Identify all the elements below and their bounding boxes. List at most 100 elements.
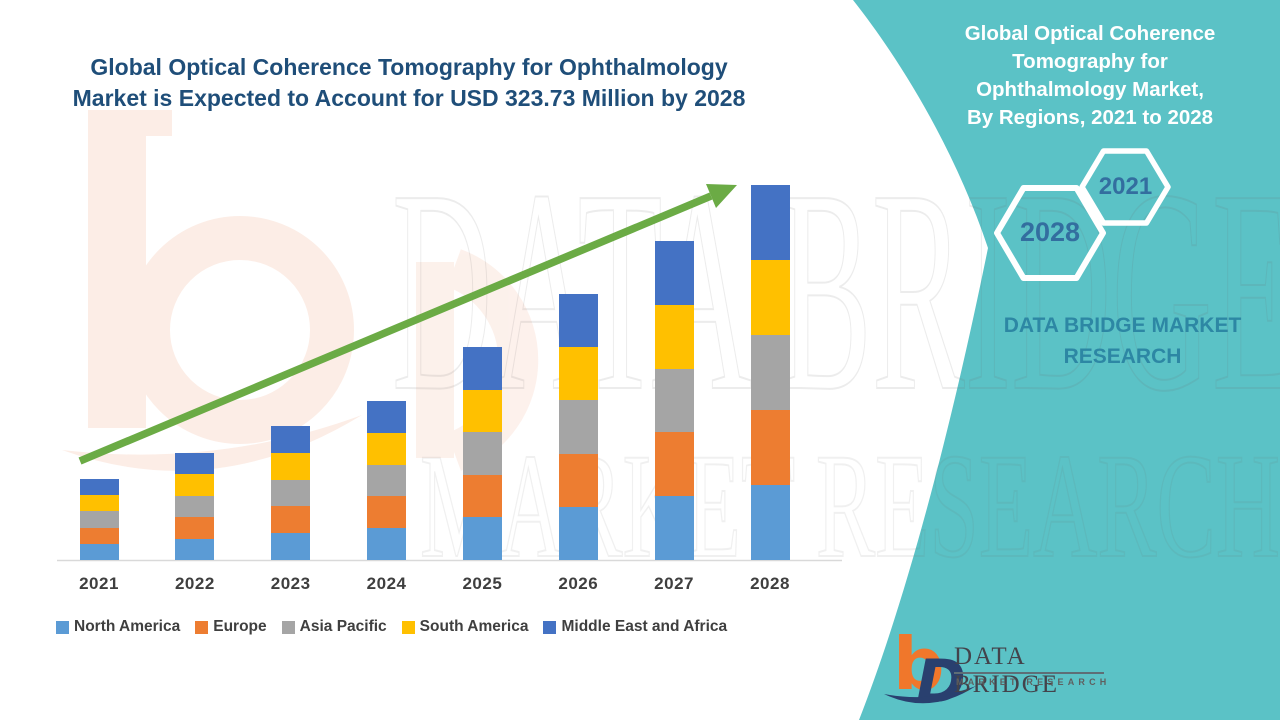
segment-south-america-2026 <box>558 347 598 401</box>
segment-south-america-2023 <box>271 452 311 480</box>
segment-north-america-2028 <box>750 485 790 560</box>
segment-north-america-2022 <box>175 538 215 561</box>
page-title: Global Optical Coherence Tomography for … <box>28 52 790 114</box>
x-tick-2024: 2024 <box>366 574 407 593</box>
legend-label-south-america: South America <box>419 618 529 635</box>
segment-europe-2025 <box>462 474 502 518</box>
segment-middle-east-and-africa-2023 <box>271 426 311 453</box>
legend-item-asia-pacific: Asia Pacific <box>281 618 387 636</box>
legend-swatch-south-america <box>401 620 415 634</box>
bar-2027 <box>654 241 694 560</box>
logo-underline <box>954 672 1104 674</box>
segment-asia-pacific-2028 <box>750 335 790 410</box>
legend-label-asia-pacific: Asia Pacific <box>299 618 387 635</box>
legend-swatch-asia-pacific <box>281 620 295 634</box>
legend-item-middle-east-and-africa: Middle East and Africa <box>543 618 727 636</box>
segment-middle-east-and-africa-2028 <box>750 185 790 260</box>
chart-legend: North America Europe Asia Pacific South Ame… <box>56 618 846 636</box>
segment-asia-pacific-2024 <box>367 464 407 497</box>
segment-north-america-2027 <box>654 496 694 560</box>
segment-middle-east-and-africa-2022 <box>175 453 215 475</box>
segment-north-america-2021 <box>79 543 119 561</box>
x-tick-2023: 2023 <box>270 574 311 593</box>
segment-south-america-2024 <box>367 432 407 465</box>
bar-2021 <box>79 479 119 561</box>
logo-d-glyph: D <box>916 647 966 717</box>
segment-south-america-2027 <box>654 304 694 369</box>
segment-north-america-2025 <box>462 517 502 560</box>
bar-2028 <box>750 185 790 560</box>
legend-swatch-europe <box>195 620 209 634</box>
segment-north-america-2023 <box>271 533 311 560</box>
segment-europe-2028 <box>750 410 790 485</box>
legend-item-south-america: South America <box>401 618 529 636</box>
segment-north-america-2026 <box>558 506 598 561</box>
side-title-line1: Global Optical Coherence <box>964 22 1216 45</box>
segment-south-america-2022 <box>175 474 215 496</box>
segment-south-america-2028 <box>750 260 790 335</box>
segment-asia-pacific-2021 <box>79 511 119 528</box>
legend-label-north-america: North America <box>74 618 181 635</box>
brand-text: DATA BRIDGE MARKET RESEARCH <box>960 310 1280 372</box>
logo-b-glyph: b <box>893 622 945 706</box>
x-tick-2026: 2026 <box>558 574 599 593</box>
segment-south-america-2021 <box>79 495 119 512</box>
page-title-line1: Global Optical Coherence Tomography for … <box>90 54 728 80</box>
logo-swoosh <box>884 686 976 704</box>
segment-europe-2022 <box>175 517 215 539</box>
segment-middle-east-and-africa-2026 <box>558 294 598 348</box>
hexagon-label-2028: 2028 <box>1019 217 1081 247</box>
bar-2022 <box>175 453 215 561</box>
page-title-line2: Market is Expected to Account for USD 32… <box>72 85 746 111</box>
segment-asia-pacific-2023 <box>271 479 311 507</box>
segment-asia-pacific-2027 <box>654 368 694 433</box>
watermark-text-big: DATA BRIDGE <box>392 130 1280 451</box>
segment-europe-2024 <box>367 496 407 529</box>
segment-europe-2023 <box>271 506 311 534</box>
logo-mark: b D <box>884 622 976 717</box>
legend-item-europe: Europe <box>195 618 267 636</box>
segment-middle-east-and-africa-2021 <box>79 479 119 496</box>
bar-2026 <box>558 294 598 561</box>
segment-europe-2021 <box>79 527 119 544</box>
legend-swatch-north-america <box>56 620 69 634</box>
segment-middle-east-and-africa-2024 <box>367 401 407 433</box>
side-title-line2: Tomography for <box>1012 50 1168 73</box>
brand-text-line2: RESEARCH <box>1063 345 1182 368</box>
x-tick-2027: 2027 <box>654 574 694 593</box>
segment-asia-pacific-2026 <box>558 400 598 454</box>
side-title-line4: By Regions, 2021 to 2028 <box>966 106 1214 129</box>
side-panel-title: Global Optical Coherence Tomography for … <box>905 20 1275 132</box>
legend-item-north-america: North America <box>56 618 180 636</box>
hexagon-badges <box>994 148 1171 281</box>
hexagon-2028 <box>994 185 1106 281</box>
x-tick-2025: 2025 <box>462 574 503 593</box>
logo-subtitle: MARKET RESEARCH <box>956 677 1111 687</box>
side-title-line3: Ophthalmology Market, <box>976 78 1204 101</box>
teal-panel <box>853 0 1280 720</box>
segment-asia-pacific-2025 <box>462 432 502 475</box>
legend-label-europe: Europe <box>213 618 267 635</box>
bar-2024 <box>367 401 407 560</box>
segment-europe-2026 <box>558 453 598 507</box>
hexagon-2021 <box>1079 148 1171 226</box>
segment-north-america-2024 <box>367 528 407 560</box>
segment-europe-2027 <box>654 432 694 497</box>
brand-text-line1: DATA BRIDGE MARKET <box>1003 314 1242 337</box>
x-tick-2028: 2028 <box>750 574 790 593</box>
segment-south-america-2025 <box>462 389 502 433</box>
bar-2025 <box>462 347 502 560</box>
legend-label-middle-east-and-africa: Middle East and Africa <box>561 618 728 635</box>
logo-title: DATA BRIDGE <box>954 643 1060 698</box>
trend-arrow <box>78 184 737 465</box>
x-tick-2022: 2022 <box>174 574 215 593</box>
segment-asia-pacific-2022 <box>175 495 215 518</box>
segment-middle-east-and-africa-2025 <box>462 347 502 390</box>
hexagon-label-2021: 2021 <box>1098 173 1153 200</box>
bar-2023 <box>271 426 311 560</box>
segment-middle-east-and-africa-2027 <box>654 241 694 305</box>
legend-swatch-middle-east-and-africa <box>543 620 557 634</box>
